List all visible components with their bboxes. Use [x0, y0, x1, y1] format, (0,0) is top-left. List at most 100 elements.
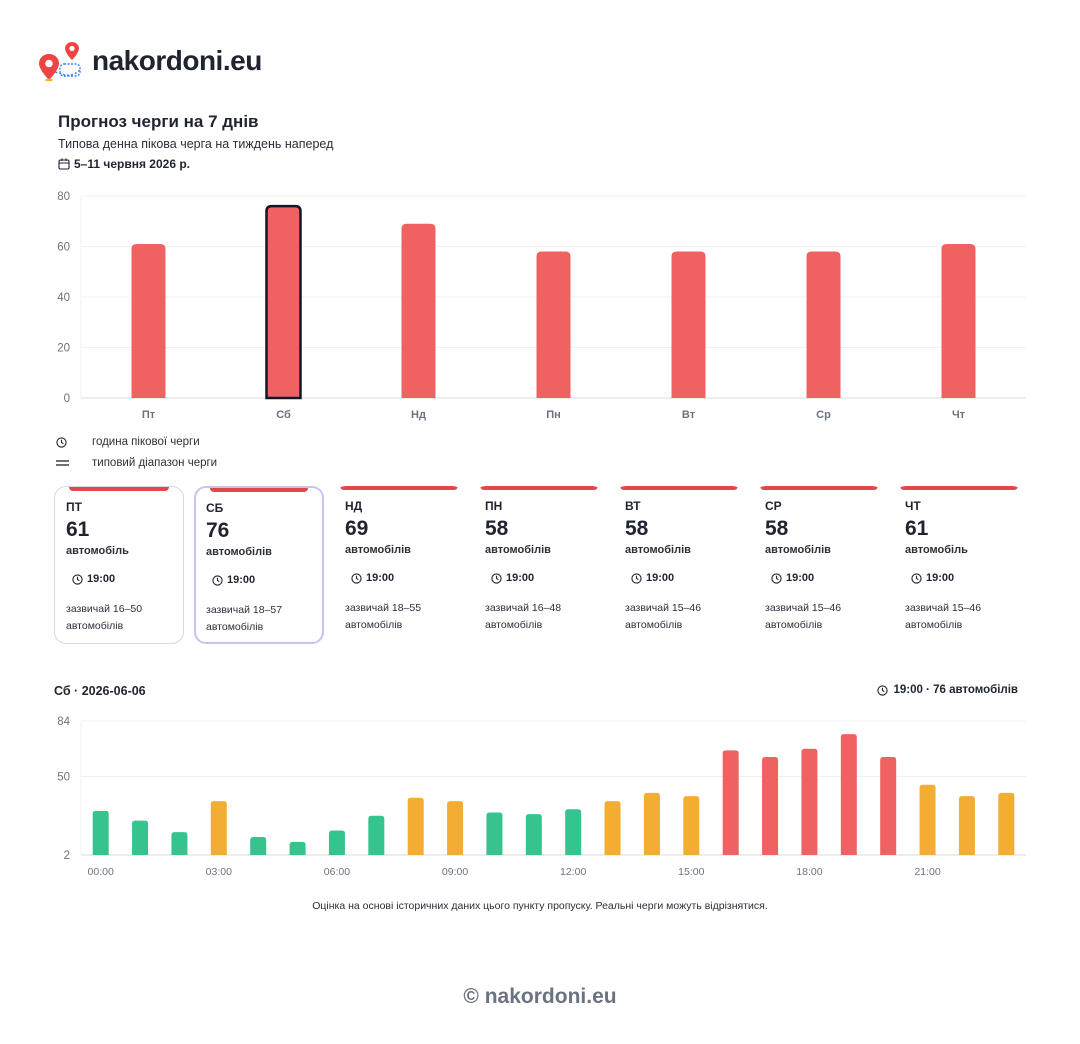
day-card-7[interactable]: ЧТ 61 автомобіль 19:00 зазвичай 15–46 автомо…	[894, 486, 1024, 644]
clock-icon	[911, 572, 922, 584]
card-peak-time: 19:00	[72, 573, 115, 585]
clock-icon	[491, 572, 502, 584]
hour-bar-01:00[interactable]	[132, 820, 149, 855]
clock-icon	[56, 436, 80, 448]
hour-bar-19:00[interactable]	[840, 734, 857, 855]
day-cards: ПТ 61 автомобіль 19:00 зазвичай 16–50 автомо…	[54, 486, 1026, 646]
hour-bar-04:00[interactable]	[250, 837, 267, 855]
card-peak-time: 19:00	[631, 572, 674, 584]
hour-bar-13:00[interactable]	[604, 801, 621, 855]
hour-x-tick: 00:00	[88, 866, 114, 878]
card-peak-time-text: 19:00	[227, 574, 256, 586]
clock-icon	[771, 572, 782, 584]
hour-bar-15:00[interactable]	[683, 796, 700, 855]
legend-typical-range-label: типовий діапазон черги	[92, 457, 218, 469]
week-x-tick: Вт	[682, 409, 696, 421]
hour-bar-22:00[interactable]	[958, 796, 975, 855]
card-peak-value: 61	[66, 518, 90, 541]
hour-bar-00:00[interactable]	[92, 810, 109, 855]
footer-copyright: © nakordoni.eu	[463, 985, 617, 1008]
page-title: Прогноз черги на 7 днів	[58, 112, 259, 131]
week-bar-4[interactable]	[536, 251, 571, 398]
hour-bar-16:00[interactable]	[722, 750, 739, 855]
date-range-text: 5–11 червня 2026 р.	[74, 157, 190, 171]
hour-x-tick: 21:00	[914, 866, 940, 878]
week-bar-6[interactable]	[806, 251, 841, 398]
card-day: ЧТ	[905, 499, 921, 513]
hour-bar-09:00[interactable]	[447, 801, 464, 855]
hour-bar-21:00[interactable]	[919, 784, 936, 855]
week-bar-2[interactable]	[265, 204, 302, 400]
hour-bar-14:00[interactable]	[643, 792, 660, 855]
hour-bar-02:00[interactable]	[171, 832, 188, 855]
hour-bar-17:00[interactable]	[762, 756, 779, 855]
logo[interactable]: nakordoni.eu	[38, 40, 262, 82]
week-bar-3[interactable]	[401, 223, 436, 398]
card-unit: автомобілів	[765, 544, 831, 556]
week-bar-7[interactable]	[941, 243, 976, 398]
legend-typical-range: типовий діапазон черги	[56, 457, 217, 469]
clock-icon	[212, 574, 223, 586]
week-x-tick: Чт	[952, 409, 966, 421]
card-typical-range: зазвичай 15–46 автомобілів	[765, 602, 842, 631]
card-accent-bar	[760, 486, 878, 490]
week-x-tick: Пт	[142, 409, 156, 421]
hour-bar-07:00[interactable]	[368, 815, 385, 855]
card-day: ВТ	[625, 499, 641, 513]
clock-icon	[631, 572, 642, 584]
card-day: НД	[345, 499, 363, 513]
card-peak-time: 19:00	[351, 572, 394, 584]
clock-icon	[351, 572, 362, 584]
week-x-tick: Сб	[276, 409, 291, 421]
week-bar-1[interactable]	[131, 243, 166, 398]
hour-bar-18:00[interactable]	[801, 748, 818, 855]
card-typical-range: зазвичай 15–46 автомобілів	[905, 602, 982, 631]
hour-bar-05:00[interactable]	[289, 841, 306, 855]
hour-y-tick: 50	[57, 772, 70, 784]
hour-x-tick: 18:00	[796, 866, 822, 878]
day-card-5[interactable]: ВТ 58 автомобілів 19:00 зазвичай 15–46 автом…	[614, 486, 744, 644]
hour-bar-08:00[interactable]	[407, 797, 424, 855]
hour-bar-23:00[interactable]	[998, 792, 1015, 855]
card-peak-value: 76	[206, 519, 230, 542]
weekly-forecast-chart: 0 20 40 60 80 Пт Сб Нд Пн Вт Ср Чт	[57, 191, 1026, 421]
day-card-3[interactable]: НД 69 автомобілів 19:00 зазвичай 18–55 автом…	[334, 486, 464, 644]
hour-x-tick: 06:00	[324, 866, 350, 878]
card-peak-value: 61	[905, 517, 929, 540]
hour-bar-20:00[interactable]	[880, 756, 897, 855]
disclaimer-note: Оцінка на основі історичних даних цього …	[312, 900, 768, 912]
week-bar-5[interactable]	[671, 251, 706, 398]
card-day: ПТ	[66, 500, 82, 514]
week-y-tick: 0	[64, 393, 70, 405]
week-y-tick: 60	[57, 242, 70, 254]
hour-x-tick: 12:00	[560, 866, 586, 878]
selected-day-heading: Сб · 2026-06-06	[54, 684, 146, 698]
card-peak-value: 58	[765, 517, 789, 540]
day-card-6[interactable]: СР 58 автомобілів 19:00 зазвичай 15–46 автом…	[754, 486, 884, 644]
card-accent-bar	[340, 486, 458, 490]
card-accent-bar	[620, 486, 738, 490]
selected-day-peak: 19:00 · 76 автомобілів	[877, 684, 1018, 696]
week-y-tick: 40	[57, 292, 70, 304]
day-card-2[interactable]: СБ 76 автомобілів 19:00 зазвичай 18–57 автом…	[194, 486, 324, 644]
hour-bar-10:00[interactable]	[486, 812, 503, 855]
card-unit: автомобілів	[206, 546, 272, 558]
hour-bar-03:00[interactable]	[210, 801, 227, 855]
hour-bar-11:00[interactable]	[525, 814, 542, 855]
card-unit: автомобілів	[485, 544, 551, 556]
range-icon	[56, 458, 80, 468]
card-peak-time: 19:00	[771, 572, 814, 584]
hour-bar-06:00[interactable]	[328, 830, 345, 855]
card-day: СБ	[206, 501, 224, 515]
hour-bar-12:00[interactable]	[565, 809, 582, 855]
selected-day-peak-text: 19:00 · 76 автомобілів	[893, 684, 1018, 696]
legend-peak-hour-label: година пікової черги	[92, 436, 200, 448]
card-peak-time-text: 19:00	[366, 572, 395, 584]
day-card-1[interactable]: ПТ 61 автомобіль 19:00 зазвичай 16–50 автомо…	[54, 486, 184, 644]
card-typical-range: зазвичай 16–50 автомобілів	[66, 603, 143, 632]
clock-icon	[877, 684, 889, 696]
clock-icon	[72, 573, 83, 585]
card-typical-range: зазвичай 18–57 автомобілів	[206, 604, 283, 633]
day-card-4[interactable]: ПН 58 автомобілів 19:00 зазвичай 16–48 автом…	[474, 486, 604, 644]
week-y-tick: 20	[57, 343, 70, 355]
